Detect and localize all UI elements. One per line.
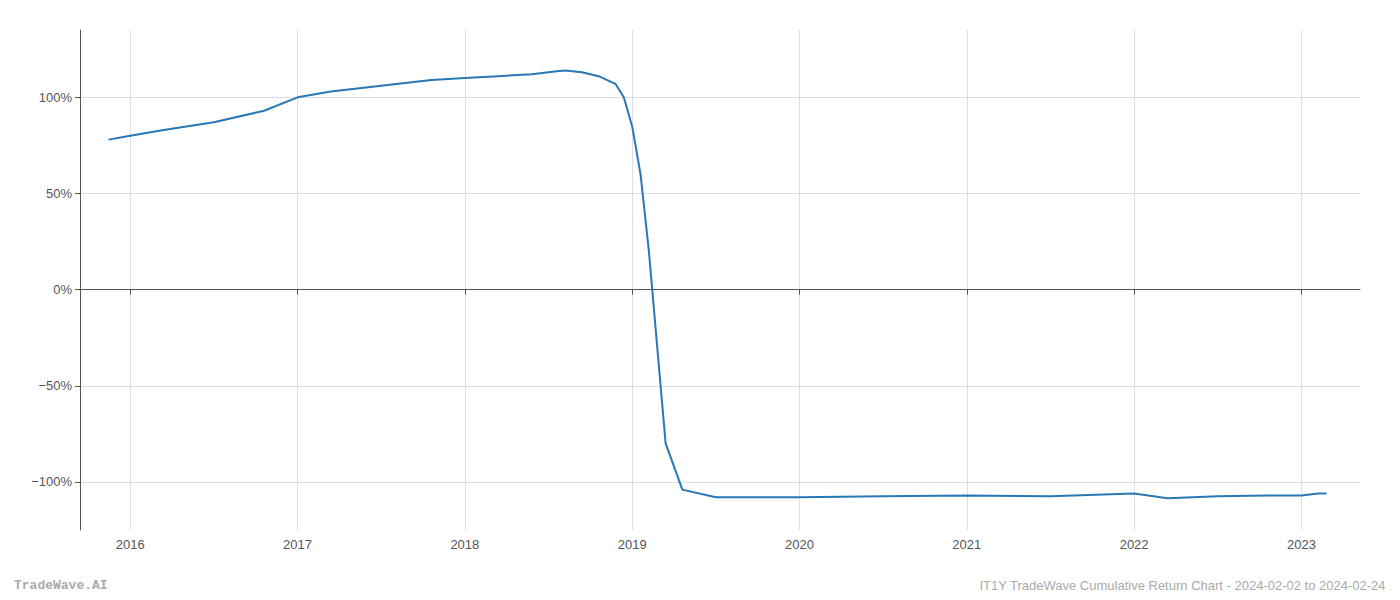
svg-text:2017: 2017	[283, 537, 312, 552]
svg-text:2021: 2021	[952, 537, 981, 552]
svg-text:50%: 50%	[46, 186, 72, 201]
svg-text:2018: 2018	[450, 537, 479, 552]
svg-text:2023: 2023	[1287, 537, 1316, 552]
svg-text:2016: 2016	[116, 537, 145, 552]
svg-text:2020: 2020	[785, 537, 814, 552]
svg-text:2022: 2022	[1120, 537, 1149, 552]
svg-text:IT1Y TradeWave Cumulative Retu: IT1Y TradeWave Cumulative Return Chart -…	[979, 578, 1385, 593]
svg-text:−100%: −100%	[31, 474, 72, 489]
svg-text:100%: 100%	[39, 90, 73, 105]
svg-text:TradeWave.AI: TradeWave.AI	[14, 578, 108, 593]
svg-text:−50%: −50%	[38, 378, 72, 393]
svg-text:2019: 2019	[618, 537, 647, 552]
svg-text:0%: 0%	[53, 282, 72, 297]
